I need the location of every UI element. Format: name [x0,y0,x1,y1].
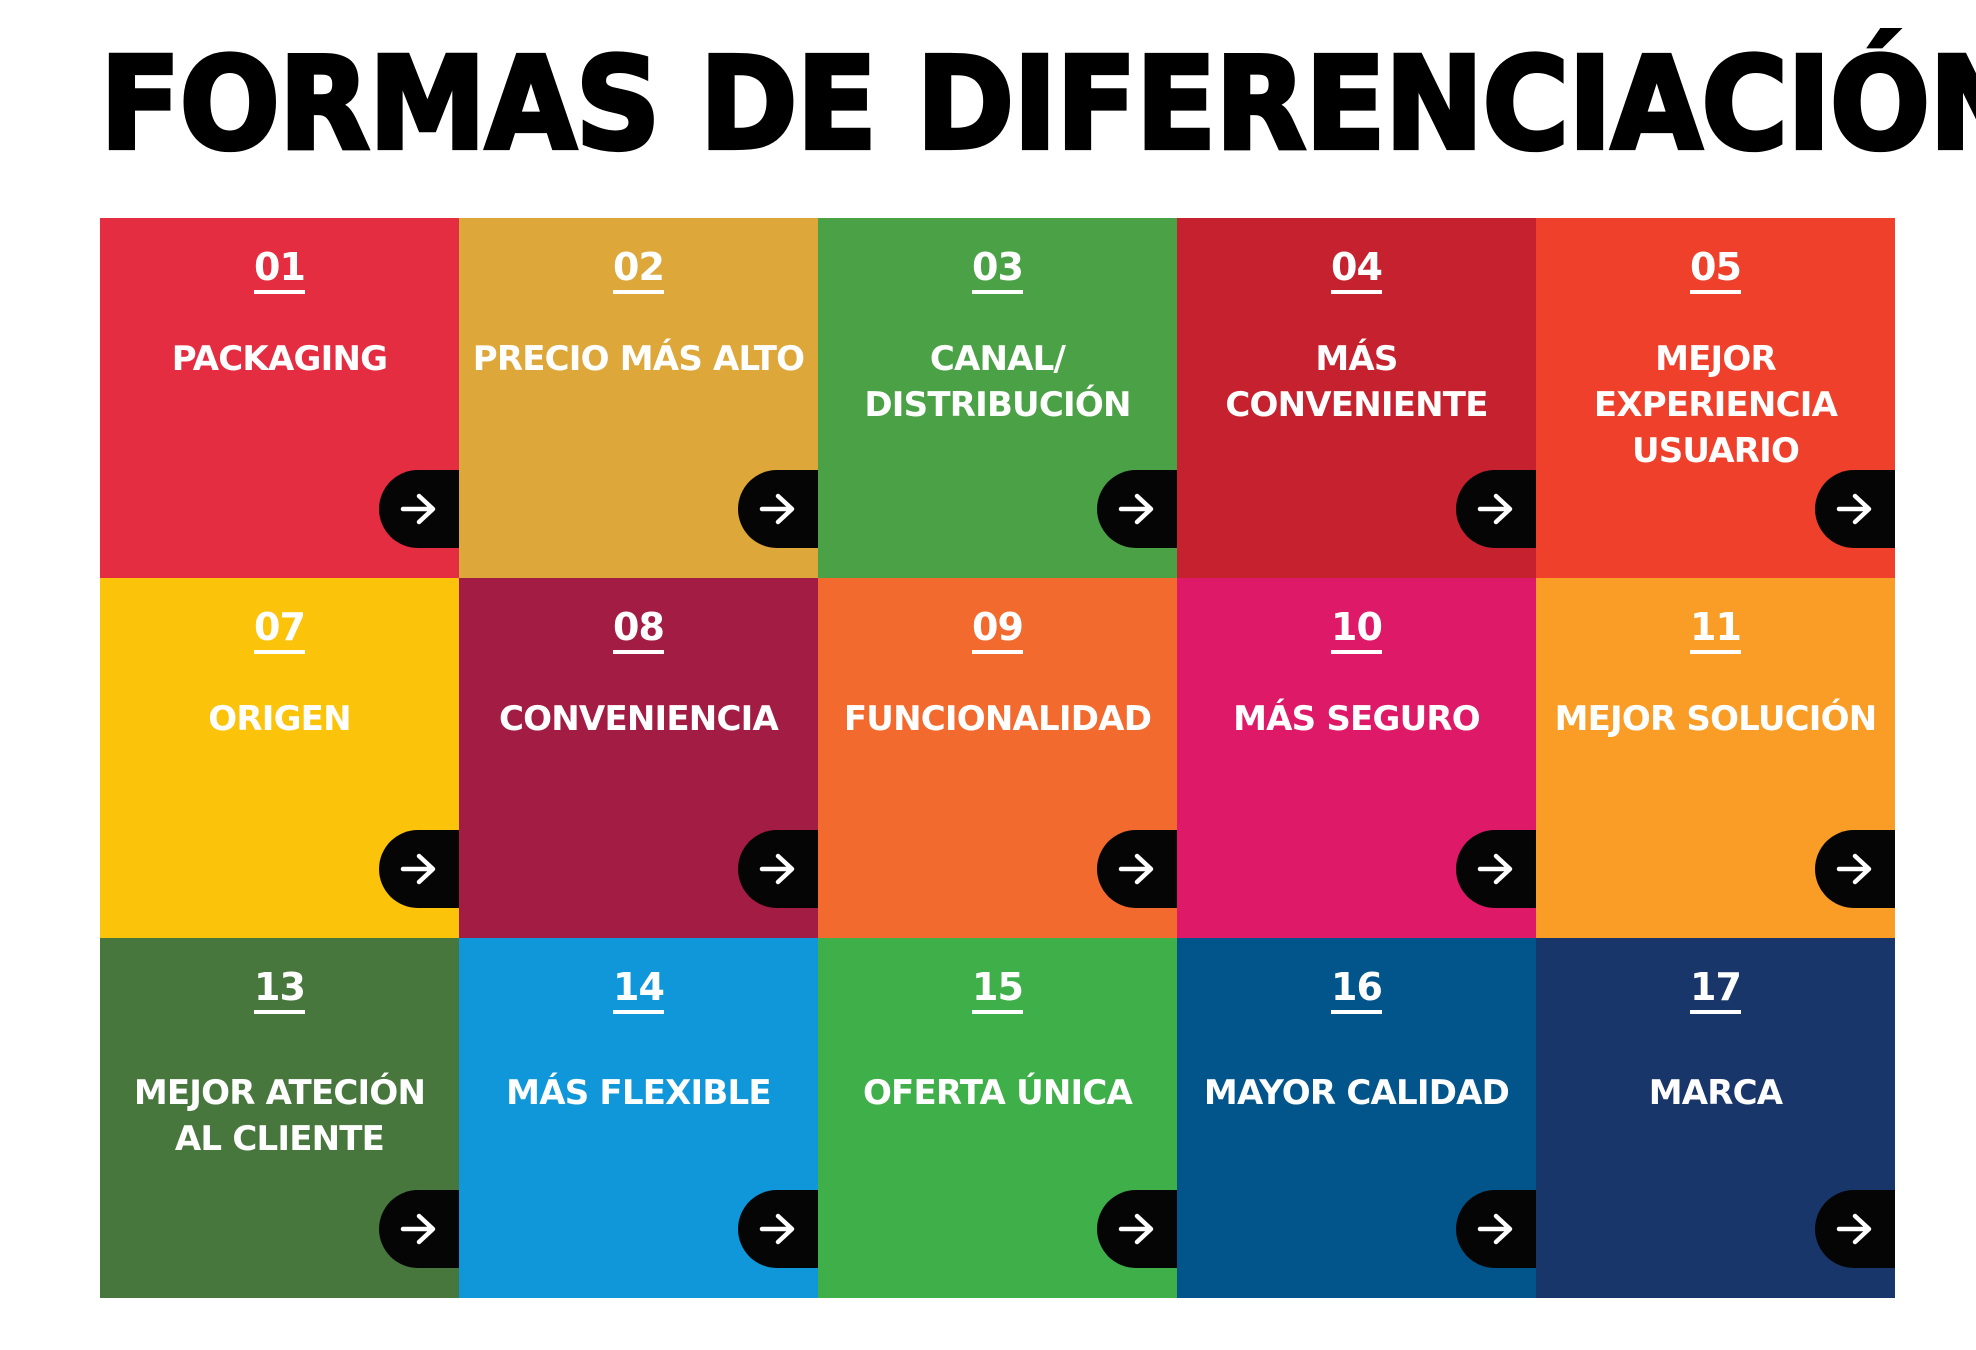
tile-arrow-button[interactable] [1097,1190,1177,1268]
tile-number: 08 [613,605,665,654]
tile-label: OFERTA ÚNICA [862,1073,1133,1113]
tile-label: PRECIO MÁS ALTO [472,339,805,379]
tile-arrow-button[interactable] [1097,470,1177,548]
arrow-right-icon [1836,1213,1872,1245]
arrow-right-icon [759,1213,795,1245]
tile-arrow-button[interactable] [1456,470,1536,548]
arrow-right-icon [1477,1213,1513,1245]
tile-arrow-button[interactable] [379,470,459,548]
arrow-right-icon [1118,853,1154,885]
tile-label: MAYOR CALIDAD [1203,1073,1510,1113]
tile-number: 15 [972,965,1024,1014]
arrow-right-icon [1477,493,1513,525]
tile-mas-seguro[interactable]: 10 MÁS SEGURO [1177,578,1536,938]
tile-label: MEJOR EXPERIENCIA USUARIO [1593,339,1838,471]
tile-mayor-calidad[interactable]: 16 MAYOR CALIDAD [1177,938,1536,1298]
tile-label: FUNCIONALIDAD [843,699,1152,739]
arrow-right-icon [400,1213,436,1245]
arrow-right-icon [1477,853,1513,885]
arrow-right-icon [400,493,436,525]
tile-number: 03 [972,245,1024,294]
differentiation-grid: 01 PACKAGING 02 PRECIO MÁS ALTO 03 CANAL… [100,218,1895,1298]
arrow-right-icon [1836,853,1872,885]
tile-number: 05 [1690,245,1742,294]
tile-label: MÁS SEGURO [1233,699,1481,739]
tile-arrow-button[interactable] [1815,830,1895,908]
arrow-right-icon [1118,493,1154,525]
tile-arrow-button[interactable] [738,1190,818,1268]
tile-funcionalidad[interactable]: 09 FUNCIONALIDAD [818,578,1177,938]
tile-marca[interactable]: 17 MARCA [1536,938,1895,1298]
tile-number: 13 [254,965,306,1014]
tile-arrow-button[interactable] [1815,470,1895,548]
tile-number: 04 [1331,245,1383,294]
tile-number: 16 [1331,965,1383,1014]
tile-label: PACKAGING [171,339,388,379]
tile-label: MARCA [1648,1073,1783,1113]
tile-mejor-solucion[interactable]: 11 MEJOR SOLUCIÓN [1536,578,1895,938]
tile-label: CONVENIENCIA [499,699,779,739]
tile-canal-distribucion[interactable]: 03 CANAL/ DISTRIBUCIÓN [818,218,1177,578]
tile-label: MEJOR ATECIÓN AL CLIENTE [133,1073,426,1159]
tile-mas-conveniente[interactable]: 04 MÁS CONVENIENTE [1177,218,1536,578]
tile-label: ORIGEN [208,699,351,739]
tile-conveniencia[interactable]: 08 CONVENIENCIA [459,578,818,938]
tile-mas-flexible[interactable]: 14 MÁS FLEXIBLE [459,938,818,1298]
tile-arrow-button[interactable] [379,830,459,908]
tile-number: 11 [1690,605,1742,654]
tile-mejor-atecion-al-cliente[interactable]: 13 MEJOR ATECIÓN AL CLIENTE [100,938,459,1298]
tile-precio-mas-alto[interactable]: 02 PRECIO MÁS ALTO [459,218,818,578]
tile-number: 07 [254,605,306,654]
arrow-right-icon [1118,1213,1154,1245]
tile-number: 01 [254,245,306,294]
tile-packaging[interactable]: 01 PACKAGING [100,218,459,578]
arrow-right-icon [759,493,795,525]
tile-number: 14 [613,965,665,1014]
tile-mejor-experiencia-usuario[interactable]: 05 MEJOR EXPERIENCIA USUARIO [1536,218,1895,578]
tile-label: MÁS CONVENIENTE [1225,339,1488,425]
tile-number: 09 [972,605,1024,654]
tile-label: MÁS FLEXIBLE [506,1073,771,1113]
tile-arrow-button[interactable] [1097,830,1177,908]
tile-number: 02 [613,245,665,294]
tile-origen[interactable]: 07 ORIGEN [100,578,459,938]
tile-arrow-button[interactable] [738,470,818,548]
tile-number: 10 [1331,605,1383,654]
tile-oferta-unica[interactable]: 15 OFERTA ÚNICA [818,938,1177,1298]
tile-label: MEJOR SOLUCIÓN [1554,699,1878,739]
tile-number: 17 [1690,965,1742,1014]
tile-arrow-button[interactable] [1815,1190,1895,1268]
tile-arrow-button[interactable] [379,1190,459,1268]
tile-arrow-button[interactable] [1456,1190,1536,1268]
tile-arrow-button[interactable] [738,830,818,908]
tile-label: CANAL/ DISTRIBUCIÓN [864,339,1131,425]
arrow-right-icon [1836,493,1872,525]
page-title: FORMAS DE DIFERENCIACIÓN [98,27,1976,180]
tile-arrow-button[interactable] [1456,830,1536,908]
arrow-right-icon [400,853,436,885]
arrow-right-icon [759,853,795,885]
